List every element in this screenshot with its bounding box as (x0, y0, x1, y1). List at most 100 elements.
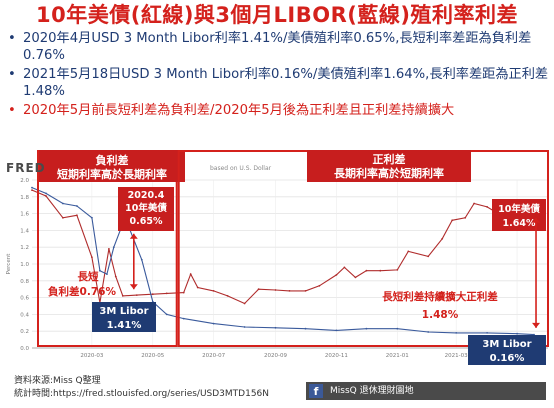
data-point-10y-bond (165, 292, 168, 295)
y-tick-label: 1.6 (20, 212, 29, 218)
bond-2021-05-label: 10年美債 (498, 203, 540, 215)
data-point-3m-libor (45, 192, 47, 195)
data-point-10y-bond (407, 250, 410, 253)
data-point-10y-bond (31, 189, 33, 192)
bullet-list: • 2020年4月USD 3 Month Libor利率1.41%/美債殖利率0… (6, 30, 550, 121)
data-point-3m-libor (62, 202, 64, 205)
data-point-3m-libor (486, 332, 488, 334)
bullet-text-3: 2020年5月前長短利差為負利差/2020年5月後為正利差且正利差持續擴大 (23, 103, 455, 118)
positive-spread-box (307, 150, 471, 182)
positive-spread-subtitle: 長期利率高於短期利率 (334, 166, 444, 180)
data-point-3m-libor (274, 326, 277, 329)
libor-2021-05-value: 0.16% (490, 353, 525, 364)
data-point-3m-libor (335, 329, 338, 332)
data-point-3m-libor (365, 327, 368, 330)
y-tick-label: 0.6 (20, 296, 29, 302)
bullet-symbol: • (8, 103, 16, 118)
x-tick-label: 2020-11 (325, 353, 348, 359)
data-point-10y-bond (365, 269, 368, 272)
data-point-3m-libor (76, 205, 78, 207)
data-point-10y-bond (62, 216, 64, 219)
data-point-10y-bond (212, 290, 215, 292)
y-tick-label: 1.8 (20, 195, 29, 201)
x-tick-label: 2020-05 (141, 353, 164, 359)
data-point-3m-libor (165, 313, 168, 316)
y-tick-label: 2.0 (20, 178, 29, 184)
bond-2020-04-label: 10年美債 (125, 202, 167, 214)
data-point-3m-libor (516, 332, 518, 335)
pos-spread-value: 1.48% (422, 309, 459, 321)
negative-spread-subtitle: 短期利率高於長期利率 (57, 167, 167, 181)
data-point-3m-libor (396, 327, 399, 330)
data-point-3m-libor (212, 322, 215, 325)
neg-spread-arrowhead-top (129, 233, 138, 239)
data-point-3m-libor (91, 216, 93, 219)
bullet-text-2: 2021年5月18日USD 3 Month Libor利率0.16%/美債殖利率… (23, 67, 549, 99)
data-point-10y-bond (441, 237, 444, 240)
data-point-3m-libor (455, 332, 458, 334)
libor-2021-05-label: 3M Libor (482, 339, 531, 350)
source-line-1: 資料來源:Miss Q整理 (14, 376, 101, 386)
bond-2020-04-label: 0.65% (130, 216, 163, 227)
y-tick-label: 0.4 (20, 312, 29, 318)
data-point-10y-bond (288, 290, 291, 292)
neg-spread-value: 負利差0.76% (48, 285, 116, 298)
chart-note: based on U.S. Dollar (210, 165, 272, 172)
data-point-3m-libor (427, 331, 430, 333)
data-point-3m-libor (304, 327, 307, 330)
negative-spread-box (39, 150, 185, 182)
bullet-symbol: • (8, 31, 16, 46)
data-point-10y-bond (114, 275, 117, 278)
pos-spread-arrowhead-bottom (532, 322, 541, 328)
series-line-3m-libor (31, 187, 535, 336)
data-point-10y-bond (108, 248, 110, 250)
bullet-text-1: 2020年4月USD 3 Month Libor利率1.41%/美債殖利率0.6… (23, 31, 532, 63)
x-tick-label: 2020-03 (80, 353, 103, 359)
y-tick-label: 0.2 (20, 329, 29, 335)
data-point-10y-bond (121, 295, 124, 297)
data-point-10y-bond (396, 269, 399, 271)
data-point-10y-bond (464, 216, 467, 219)
data-point-10y-bond (226, 295, 229, 297)
data-point-3m-libor (182, 317, 185, 320)
footer-text: MissQ 退休理財園地 (330, 386, 414, 396)
x-tick-label: 2020-07 (202, 353, 225, 359)
libor-2020-04-callout (92, 302, 156, 332)
data-point-10y-bond (182, 291, 185, 294)
page-title: 10年美債(紅線)與3個月LIBOR(藍線)殖利率利差 (36, 3, 518, 27)
libor-2020-04-value: 1.41% (107, 320, 142, 331)
bullet-item-3: • 2020年5月前長短利差為負利差/2020年5月後為正利差且正利差持續擴大 (6, 102, 550, 119)
bond-2020-04-callout (118, 187, 174, 231)
data-point-3m-libor (106, 273, 108, 275)
data-point-10y-bond (486, 206, 488, 208)
bullet-item-1: • 2020年4月USD 3 Month Libor利率1.41%/美債殖利率0… (6, 30, 550, 64)
data-point-10y-bond (427, 255, 430, 258)
fred-logo: FRED (6, 161, 46, 175)
data-point-10y-bond (76, 214, 78, 217)
data-point-3m-libor (140, 258, 143, 261)
neg-spread-label: 長短 (78, 270, 99, 283)
data-point-10y-bond (379, 269, 382, 272)
pos-spread-arrowhead-top (532, 217, 541, 223)
data-point-10y-bond (451, 219, 454, 222)
data-point-10y-bond (335, 274, 338, 276)
data-point-3m-libor (31, 186, 33, 189)
bullet-item-2: • 2021年5月18日USD 3 Month Libor利率0.16%/美債殖… (6, 66, 550, 100)
footer-bar[interactable]: f MissQ 退休理財園地 (306, 382, 546, 400)
y-tick-label: 1.0 (20, 262, 29, 268)
data-point-10y-bond (196, 286, 199, 289)
x-tick-label: 2021-01 (386, 353, 409, 359)
bond-2021-05-value: 1.64% (503, 218, 536, 229)
data-point-10y-bond (257, 288, 260, 291)
neg-spread-arrowhead-bottom (129, 284, 138, 290)
bond-2021-05-callout (492, 199, 546, 231)
data-point-10y-bond (91, 256, 93, 259)
data-point-10y-bond (304, 290, 307, 292)
y-tick-label: 0.8 (20, 279, 29, 285)
facebook-icon[interactable]: f (309, 384, 323, 398)
bond-2020-04-label: 2020.4 (128, 190, 165, 201)
negative-spread-title: 負利差 (96, 153, 129, 167)
data-point-10y-bond (274, 289, 277, 291)
libor-2020-04-label: 3M Libor (99, 306, 148, 317)
positive-spread-title: 正利差 (373, 152, 406, 166)
